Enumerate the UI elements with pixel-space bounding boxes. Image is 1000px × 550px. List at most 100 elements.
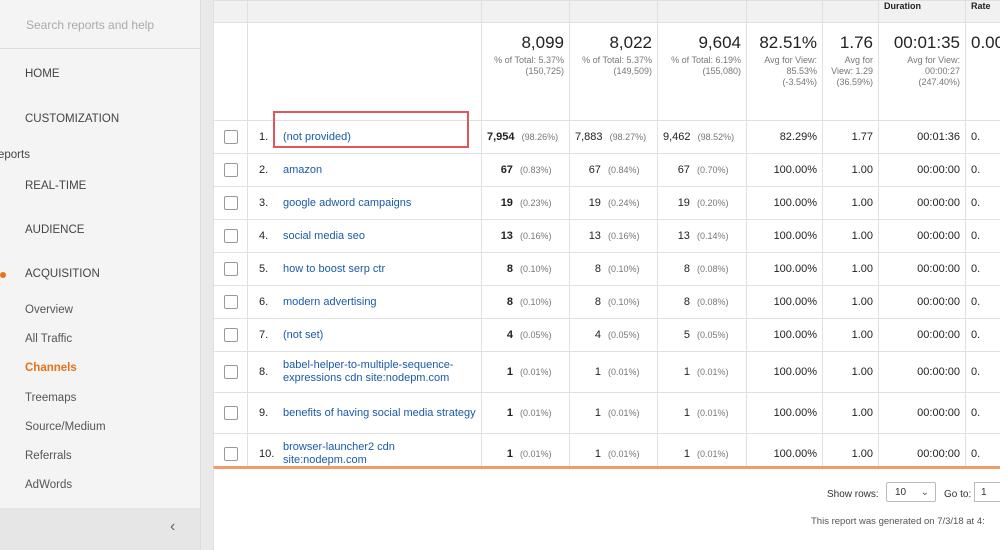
cell: 00:00:00 — [878, 351, 966, 393]
show-rows-value: 10 — [895, 487, 907, 498]
checkbox[interactable] — [223, 365, 238, 379]
metric-percent: (0.10%) — [520, 297, 552, 307]
nav-item[interactable]: Channels — [25, 362, 77, 374]
cell: 00:00:00 — [878, 219, 966, 253]
cell: 1.00 — [822, 392, 879, 434]
metric-value: 19 — [588, 197, 601, 209]
total-sub: % of Total: 6.19% (155,080) — [671, 55, 741, 76]
nav-item[interactable]: Referrals — [25, 450, 72, 462]
cell: 0. — [965, 252, 1000, 286]
nav-item[interactable]: ACQUISITION — [25, 268, 100, 280]
cell: 00:01:36 — [878, 120, 966, 154]
cell: 9. benefits of having social media strate… — [247, 392, 482, 434]
keyword-link[interactable]: google adword campaigns — [283, 196, 412, 209]
metric-value: 13 — [677, 230, 690, 242]
keyword-link[interactable]: (not provided) — [283, 130, 351, 143]
metric-value: 8 — [506, 296, 513, 308]
total-cell: 00:01:35 Avg for View: 00:00:27 (247.40%) — [878, 22, 966, 121]
keyword-wrap: 9. benefits of having social media strate… — [253, 407, 476, 420]
nav-item: eports — [0, 149, 30, 161]
keyword-link[interactable]: social media seo — [283, 229, 365, 242]
metric-percent: (0.70%) — [697, 165, 729, 175]
show-rows-select[interactable]: 10 ⌄ — [886, 482, 936, 502]
data-row: 8. babel-helper-to-multiple-sequence-expr… — [213, 351, 1000, 393]
cell — [213, 120, 248, 154]
nav-item[interactable]: HOME — [25, 68, 60, 80]
nav-item[interactable]: AdWords — [25, 479, 73, 491]
header-cell — [746, 0, 823, 23]
keyword-link[interactable]: amazon — [283, 163, 323, 176]
keyword-link[interactable]: modern advertising — [283, 295, 377, 308]
collapse-button[interactable]: ‹ — [170, 518, 176, 535]
checkbox[interactable] — [223, 406, 238, 420]
goto-input[interactable]: 1 — [974, 482, 1000, 502]
checkbox[interactable] — [223, 130, 238, 144]
header-row: Duration Rate — [213, 0, 1000, 23]
metric-value: 1 — [594, 366, 601, 378]
cell: 19 (0.23%) — [481, 186, 570, 220]
active-dot — [0, 272, 6, 278]
total-cell: 8,099 % of Total: 5.37% (150,725) — [481, 22, 570, 121]
keyword-link[interactable]: (not set) — [283, 328, 324, 341]
cell: 100.00% — [746, 392, 823, 434]
metric-value: 67 — [677, 164, 690, 176]
total-value: 9,604 — [698, 33, 741, 52]
nav-item[interactable]: Overview — [25, 304, 73, 316]
header-cell: Duration — [878, 0, 966, 23]
goto-label: Go to: — [944, 489, 972, 500]
cell: 4 (0.05%) — [481, 318, 570, 352]
search-box[interactable]: Search reports and help — [26, 18, 155, 32]
keyword-link[interactable]: babel-helper-to-multiple-sequence-expres… — [283, 359, 454, 384]
checkbox[interactable] — [223, 295, 238, 309]
header-cell — [569, 0, 658, 23]
nav-item[interactable]: Treemaps — [25, 392, 77, 404]
highlight-box — [273, 111, 469, 148]
cell: 0. — [965, 219, 1000, 253]
metric-percent: (0.01%) — [697, 367, 729, 377]
metric-value: 13 — [500, 230, 513, 242]
nav-item[interactable]: REAL-TIME — [25, 180, 87, 192]
keyword-link[interactable]: browser-launcher2 cdn site:nodepm.com — [283, 441, 395, 466]
cell: 1.00 — [822, 186, 879, 220]
cell: 19 (0.24%) — [569, 186, 658, 220]
checkbox[interactable] — [223, 447, 238, 461]
total-sub: Avg for View: 85.53% (-3.54%) — [764, 55, 817, 87]
cell — [213, 392, 248, 434]
data-row: 6. modern advertising 8 (0.10%) 8 (0.10%) 8 … — [213, 285, 1000, 319]
keyword-link[interactable]: how to boost serp ctr — [283, 262, 386, 275]
metric-percent: (0.08%) — [697, 297, 729, 307]
collapse-bar — [0, 508, 200, 550]
cell: 0. — [965, 285, 1000, 319]
cell: 1 (0.01%) — [569, 392, 658, 434]
checkbox[interactable] — [223, 163, 238, 177]
sidebar: Search reports and help ‹ HOME CUSTOMIZAT… — [0, 0, 201, 550]
cell: 1.00 — [822, 351, 879, 393]
cell: 0. — [965, 351, 1000, 393]
nav-item[interactable]: All Traffic — [25, 333, 73, 345]
cell — [213, 186, 248, 220]
cell: 100.00% — [746, 252, 823, 286]
nav-item[interactable]: Source/Medium — [25, 421, 106, 433]
header-cell — [481, 0, 570, 23]
cell: 00:00:00 — [878, 186, 966, 220]
metric-value: 1 — [683, 448, 690, 460]
nav-item[interactable]: CUSTOMIZATION — [25, 113, 120, 125]
checkbox[interactable] — [223, 196, 238, 210]
keyword-wrap: 10. browser-launcher2 cdn site:nodepm.com — [253, 441, 476, 467]
checkbox[interactable] — [223, 229, 238, 243]
metric-value: 5 — [683, 329, 690, 341]
metric-percent: (0.01%) — [608, 449, 640, 459]
cell: 7,954 (98.26%) — [481, 120, 570, 154]
keyword-wrap: 3. google adword campaigns — [253, 197, 476, 210]
metric-percent: (0.23%) — [520, 198, 552, 208]
cell: 00:00:00 — [878, 153, 966, 187]
nav-item[interactable]: AUDIENCE — [25, 224, 85, 236]
cell: 100.00% — [746, 186, 823, 220]
metric-value: 4 — [594, 329, 601, 341]
keyword-wrap: 1. (not provided) — [253, 131, 476, 144]
metric-percent: (0.01%) — [697, 449, 729, 459]
metric-value: 1 — [683, 407, 690, 419]
checkbox[interactable] — [223, 262, 238, 276]
keyword-link[interactable]: benefits of having social media strategy — [283, 406, 476, 419]
checkbox[interactable] — [223, 328, 238, 342]
